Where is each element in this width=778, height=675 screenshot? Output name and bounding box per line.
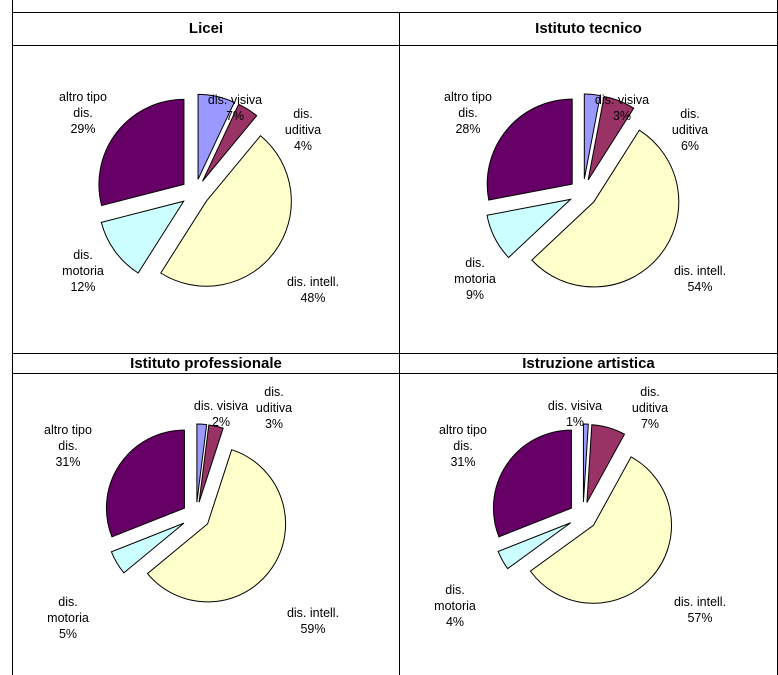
pie-slice-dis-motoria	[100, 200, 185, 274]
pie-slice-dis-intell	[531, 129, 680, 288]
pie-slice-dis-visiva	[197, 93, 235, 180]
pie-slice-dis-intell	[160, 135, 292, 287]
pie-chart-licei: dis. visiva 7% dis. uditiva 4% dis. intell. 48…	[59, 90, 339, 305]
data-label-dis-visiva: dis. visiva 1%	[548, 399, 602, 429]
data-label-dis-motoria: dis. motoria 12%	[62, 248, 104, 294]
pie-slice-dis-motoria	[497, 522, 572, 570]
data-label-dis-uditiva: dis. uditiva 3%	[256, 385, 292, 431]
pie-slice-altro-tipo	[105, 429, 185, 538]
data-label-dis-uditiva: dis. uditiva 7%	[632, 385, 668, 431]
frame-left	[12, 0, 13, 675]
data-label-dis-motoria: dis. motoria 5%	[47, 595, 89, 641]
data-label-dis-visiva: dis. visiva 3%	[595, 93, 649, 123]
pie-slice-dis-motoria	[486, 198, 573, 259]
pie-slice-altro-tipo	[98, 98, 185, 207]
data-label-dis-visiva: dis. visiva 2%	[194, 399, 248, 429]
chart-title-istituto-professionale: Istituto professionale	[130, 355, 282, 372]
pie-slice-dis-visiva	[196, 423, 208, 503]
data-label-altro-tipo: altro tipo dis. 31%	[44, 423, 92, 469]
data-label-dis-intell: dis. intell. 48%	[287, 275, 339, 305]
pie-slice-altro-tipo	[486, 98, 573, 201]
data-label-altro-tipo: altro tipo dis. 28%	[444, 90, 492, 136]
pie-slice-dis-motoria	[110, 522, 185, 574]
data-label-dis-intell: dis. intell. 59%	[287, 606, 339, 636]
pie-chart-istruzione-artistica: dis. visiva 1% dis. uditiva 7% dis. intell. 57…	[434, 385, 726, 629]
data-label-dis-uditiva: dis. uditiva 4%	[285, 107, 321, 153]
pie-slice-dis-uditiva	[202, 103, 258, 182]
pie-chart-istituto-professionale: dis. visiva 2% dis. uditiva 3% dis. intell. 59…	[44, 385, 339, 641]
pie-slice-dis-uditiva	[587, 95, 635, 181]
data-label-altro-tipo: altro tipo dis. 31%	[439, 423, 487, 469]
data-label-dis-intell: dis. intell. 57%	[674, 595, 726, 625]
header-rule	[12, 45, 778, 46]
data-label-dis-motoria: dis. motoria 9%	[454, 256, 496, 302]
frame-top-rule	[12, 12, 778, 13]
second-header-rule	[12, 373, 778, 374]
data-label-dis-motoria: dis. motoria 4%	[434, 583, 476, 629]
pie-slice-dis-intell	[529, 456, 672, 604]
data-label-dis-intell: dis. intell. 54%	[674, 264, 726, 294]
pie-slice-dis-uditiva	[198, 424, 224, 503]
pie-slice-dis-visiva	[582, 423, 589, 503]
pie-slice-dis-visiva	[583, 93, 601, 180]
chart-title-licei: Licei	[188, 20, 224, 37]
pie-slice-dis-intell	[146, 449, 287, 603]
middle-rule	[12, 353, 778, 354]
data-label-altro-tipo: altro tipo dis. 29%	[59, 90, 107, 136]
chart-title-istituto-tecnico: Istituto tecnico	[535, 20, 642, 37]
pie-slice-altro-tipo	[492, 429, 572, 538]
column-divider	[399, 12, 400, 675]
pie-slice-dis-uditiva	[586, 424, 626, 503]
data-label-dis-visiva: dis. visiva 7%	[208, 93, 262, 123]
chart-title-istruzione-artistica: Istruzione artistica	[522, 355, 655, 372]
data-label-dis-uditiva: dis. uditiva 6%	[672, 107, 708, 153]
pie-chart-istituto-tecnico: dis. visiva 3% dis. uditiva 6% dis. intell. 54…	[444, 90, 726, 302]
